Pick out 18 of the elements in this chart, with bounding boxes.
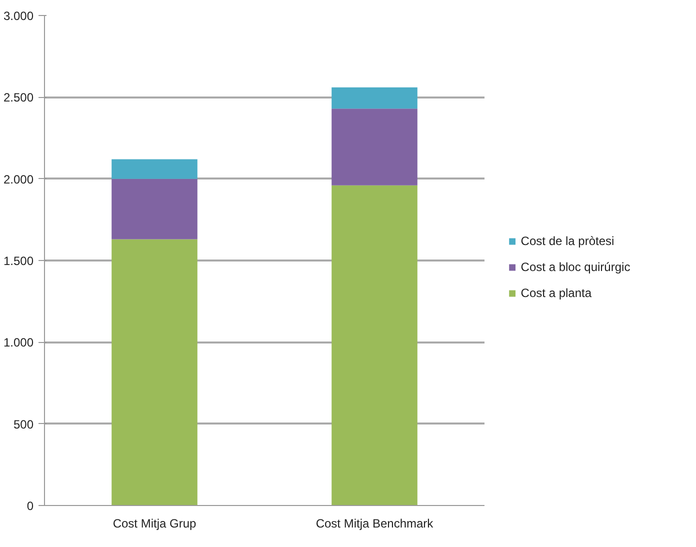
y-tick-label: 500 [13, 417, 34, 432]
bar [112, 159, 198, 179]
legend-label: Cost a bloc quirúrgic [520, 260, 630, 274]
y-tick-label: 1.000 [3, 336, 34, 350]
y-tick-label: 1.500 [3, 254, 34, 268]
legend-label: Cost de la pròtesi [520, 234, 614, 248]
x-tick-label: Cost Mitja Benchmark [316, 516, 434, 530]
y-tick-label: 2.000 [3, 172, 34, 186]
y-tick-label: 0 [26, 499, 34, 513]
bar [332, 108, 418, 186]
bar [332, 185, 418, 506]
legend-label: Cost a planta [520, 286, 592, 300]
bar [112, 239, 198, 506]
x-tick-label: Cost Mitja Grup [112, 516, 197, 530]
y-tick-label: 3.000 [3, 9, 34, 23]
y-tick-label: 2.500 [3, 90, 34, 105]
bar [332, 87, 418, 109]
bar [112, 178, 198, 240]
